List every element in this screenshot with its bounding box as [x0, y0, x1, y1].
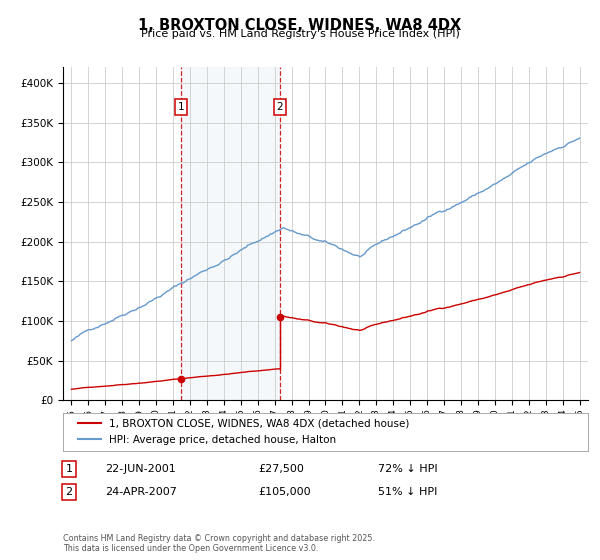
- Bar: [181, 67, 280, 400]
- Text: 1: 1: [178, 102, 184, 112]
- Text: Price paid vs. HM Land Registry's House Price Index (HPI): Price paid vs. HM Land Registry's House …: [140, 29, 460, 39]
- Text: 24-APR-2007: 24-APR-2007: [105, 487, 177, 497]
- Text: 1, BROXTON CLOSE, WIDNES, WA8 4DX: 1, BROXTON CLOSE, WIDNES, WA8 4DX: [139, 18, 461, 34]
- Text: Contains HM Land Registry data © Crown copyright and database right 2025.
This d: Contains HM Land Registry data © Crown c…: [63, 534, 375, 553]
- Text: £105,000: £105,000: [258, 487, 311, 497]
- Text: 1: 1: [65, 464, 73, 474]
- Text: £27,500: £27,500: [258, 464, 304, 474]
- Text: 22-JUN-2001: 22-JUN-2001: [105, 464, 176, 474]
- Text: 51% ↓ HPI: 51% ↓ HPI: [378, 487, 437, 497]
- Text: 2: 2: [277, 102, 283, 112]
- Legend: 1, BROXTON CLOSE, WIDNES, WA8 4DX (detached house), HPI: Average price, detached: 1, BROXTON CLOSE, WIDNES, WA8 4DX (detac…: [73, 415, 413, 449]
- Text: 72% ↓ HPI: 72% ↓ HPI: [378, 464, 437, 474]
- Text: 2: 2: [65, 487, 73, 497]
